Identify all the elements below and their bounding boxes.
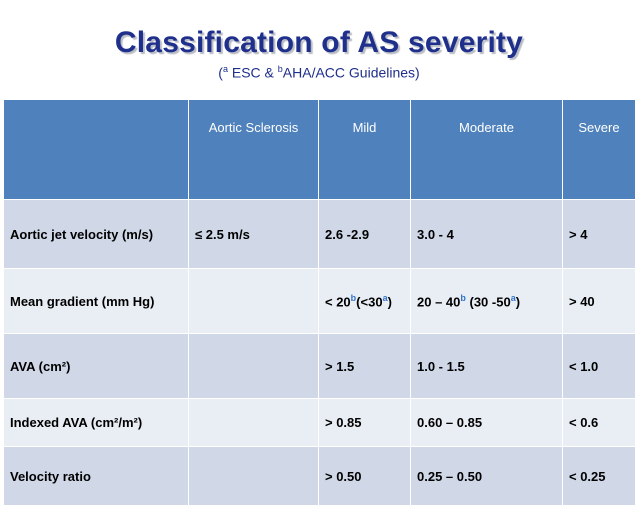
moderate-gradient-alt: (30 -50 [465, 294, 511, 310]
cell-mild: > 0.50 [318, 446, 411, 506]
row-label: Velocity ratio [3, 446, 189, 506]
cell-sclerosis [188, 446, 319, 506]
cell-sclerosis: ≤ 2.5 m/s [188, 199, 319, 269]
header-mild: Mild [318, 99, 411, 200]
cell-moderate: 20 – 40b (30 -50a) [410, 268, 563, 334]
moderate-sup-a: a [510, 292, 516, 303]
moderate-close-paren: ) [515, 294, 521, 310]
table-row: Mean gradient (mm Hg) < 20b(<30a) 20 – 4… [3, 268, 636, 334]
cell-moderate: 0.60 – 0.85 [410, 398, 563, 447]
cell-moderate: 0.25 – 0.50 [410, 446, 563, 506]
cell-mild: < 20b(<30a) [318, 268, 411, 334]
cell-severe: < 1.0 [562, 333, 636, 399]
cell-moderate: 3.0 - 4 [410, 199, 563, 269]
cell-moderate: 1.0 - 1.5 [410, 333, 563, 399]
slide-title: Classification of AS severity [114, 26, 524, 59]
cell-severe: < 0.25 [562, 446, 636, 506]
table-row: AVA (cm²) > 1.5 1.0 - 1.5 < 1.0 [3, 333, 636, 399]
header-moderate: Moderate [410, 99, 563, 200]
table-row: Indexed AVA (cm²/m²) > 0.85 0.60 – 0.85 … [3, 398, 636, 447]
subtitle-aha: AHA/ACC Guidelines) [282, 64, 420, 81]
row-label: Indexed AVA (cm²/m²) [3, 398, 189, 447]
subtitle-esc: ESC & [227, 64, 278, 81]
cell-sclerosis [188, 268, 319, 334]
mild-close-paren: ) [387, 294, 392, 310]
cell-severe: < 0.6 [562, 398, 636, 447]
row-label: Aortic jet velocity (m/s) [3, 199, 189, 269]
row-label: Mean gradient (mm Hg) [3, 268, 189, 334]
mild-gradient-alt: (<30 [356, 294, 383, 310]
subtitle-sup-a: a [222, 64, 228, 74]
header-empty [3, 99, 189, 200]
subtitle-sup-b: b [277, 64, 283, 74]
mild-sup-a: a [382, 292, 388, 303]
subtitle-open: ( [218, 64, 223, 81]
table-row: Velocity ratio > 0.50 0.25 – 0.50 < 0.25 [3, 446, 636, 506]
cell-severe: > 4 [562, 199, 636, 269]
mild-sup-b: b [350, 292, 357, 303]
table-row: Aortic jet velocity (m/s) ≤ 2.5 m/s 2.6 … [3, 199, 636, 269]
cell-sclerosis [188, 333, 319, 399]
severity-table: Aortic Sclerosis Mild Moderate Severe Ao… [3, 99, 636, 506]
cell-mild: > 0.85 [318, 398, 411, 447]
header-row: Aortic Sclerosis Mild Moderate Severe [3, 99, 636, 200]
cell-sclerosis [188, 398, 319, 447]
moderate-sup-b: b [460, 292, 466, 303]
header-aortic-sclerosis: Aortic Sclerosis [188, 99, 319, 200]
row-label: AVA (cm²) [3, 333, 189, 399]
cell-severe: > 40 [562, 268, 636, 334]
header-severe: Severe [562, 99, 636, 200]
cell-mild: > 1.5 [318, 333, 411, 399]
mild-gradient-value: < 20 [325, 294, 351, 310]
moderate-gradient-value: 20 – 40 [417, 294, 461, 310]
slide-subtitle: (a ESC & bAHA/ACC Guidelines) [0, 64, 638, 81]
cell-mild: 2.6 -2.9 [318, 199, 411, 269]
